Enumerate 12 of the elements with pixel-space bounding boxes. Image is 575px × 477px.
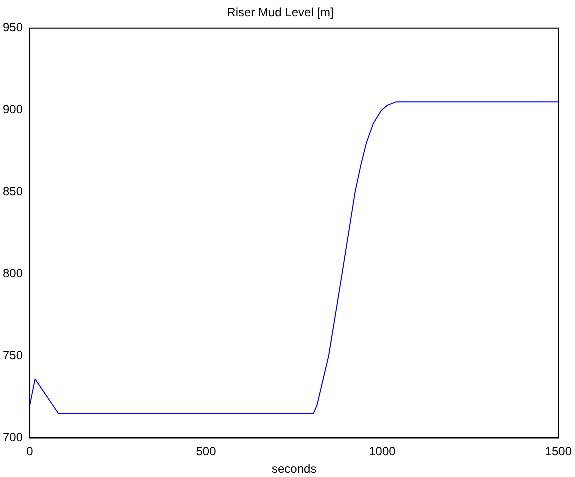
y-tick-label: 950 (2, 20, 24, 35)
y-tick-label: 900 (2, 102, 24, 117)
y-tick-label: 850 (2, 184, 24, 199)
y-tick-label: 800 (2, 266, 24, 281)
x-tick-label: 1500 (545, 444, 572, 459)
x-tick-label: 500 (196, 444, 217, 459)
x-axis-title: seconds (272, 462, 317, 476)
y-tick-label: 750 (2, 348, 24, 363)
y-tick-label: 700 (2, 430, 24, 445)
chart-title: Riser Mud Level [m] (227, 6, 334, 20)
x-tick-label: 1000 (369, 444, 396, 459)
x-tick-label: 0 (26, 444, 34, 459)
